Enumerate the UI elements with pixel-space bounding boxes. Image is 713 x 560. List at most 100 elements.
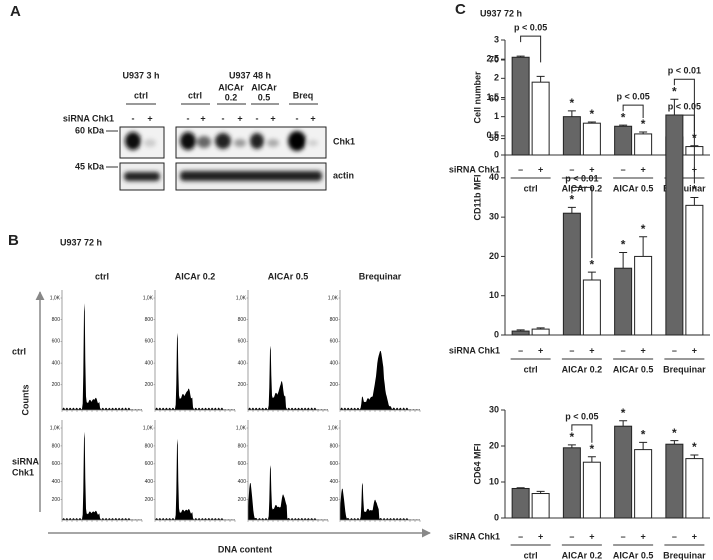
x-tick-label: AICAr 0.5 (613, 550, 654, 560)
histograms: ctrl AICAr 0.2 AICAr 0.5 Brequinar 1,0K 800 60… (50, 271, 421, 522)
bar (511, 330, 530, 336)
y-tick-label: 10 (489, 476, 499, 486)
blot-row-label: actin (333, 170, 354, 180)
p-bracket (673, 78, 695, 184)
bar (665, 443, 684, 519)
histogram-tick-label: 200 (52, 497, 61, 503)
bar (634, 255, 653, 336)
significance-star: * (621, 238, 626, 252)
error-bar (670, 440, 679, 445)
bar (685, 458, 704, 519)
histogram-tick-label: 200 (330, 497, 339, 503)
series-label: + (538, 345, 543, 355)
histogram-tick-label: 1,0K (143, 295, 154, 301)
y-tick-label: 30 (489, 212, 499, 222)
histogram-tick-label: 600 (330, 339, 339, 345)
y-tick-label: 1 (494, 111, 499, 121)
error-bar (690, 454, 699, 459)
histogram-tick-label: 800 (330, 317, 339, 323)
bar (511, 56, 530, 156)
histogram-tick-label: 600 (145, 461, 154, 467)
bar (531, 328, 550, 336)
lane-plus: + (310, 113, 315, 123)
series-label: – (672, 531, 677, 541)
blot-row-label: Chk1 (333, 136, 355, 146)
histogram-tick-label: 400 (52, 360, 61, 366)
series-label: + (692, 531, 697, 541)
column-label: Brequinar (359, 271, 402, 281)
x-tick-label: AICAr 0.5 (613, 183, 654, 193)
histogram-tick-label: 1,0K (50, 425, 61, 431)
blot (119, 126, 327, 191)
histogram-tick-label: 800 (52, 317, 61, 323)
histogram-tick-label: 800 (145, 317, 154, 323)
significance-star: * (570, 96, 575, 110)
significance-star: * (621, 110, 626, 124)
series-label: – (672, 345, 677, 355)
column-label: ctrl (95, 271, 109, 281)
lane-plus: + (270, 113, 275, 123)
bar (634, 133, 653, 156)
x-tick-label: Brequinar (663, 364, 706, 374)
error-bar (619, 124, 628, 127)
p-bracket (571, 186, 593, 259)
p-value: p < 0.05 (616, 91, 649, 101)
lane-plus: + (200, 113, 205, 123)
significance-star: * (621, 406, 626, 420)
series-label: – (569, 531, 574, 541)
lane-label: AICAr (251, 82, 277, 92)
error-bar (619, 420, 628, 427)
histogram-tick-label: 800 (238, 443, 247, 449)
y-tick-label: 10 (489, 290, 499, 300)
p-bracket (520, 35, 542, 63)
significance-star: * (570, 192, 575, 206)
x-tick-label: ctrl (524, 550, 538, 560)
lane-label: Breq (293, 90, 314, 100)
p-value: p < 0.01 (668, 66, 701, 76)
lane-plus: + (237, 113, 242, 123)
histogram-tick-label: 600 (52, 339, 61, 345)
error-bar (587, 121, 596, 124)
series-label: – (621, 345, 626, 355)
bar (562, 447, 581, 519)
error-bar (516, 329, 525, 332)
bar (562, 116, 581, 156)
axis-title: DNA content (218, 544, 272, 554)
bar (582, 279, 601, 336)
p-bracket (622, 104, 644, 118)
series-label: + (538, 164, 543, 174)
lane-minus: - (132, 113, 135, 123)
significance-star: * (672, 84, 677, 98)
series-label: – (518, 164, 523, 174)
error-bar (639, 441, 648, 450)
histogram (155, 438, 235, 520)
bar (614, 425, 633, 519)
blot-title: U937 48 h (229, 70, 271, 80)
lane-plus: + (147, 113, 152, 123)
lane-minus: - (256, 113, 259, 123)
lane-label: AICAr (218, 82, 244, 92)
histogram-tick-label: 600 (238, 461, 247, 467)
bar (531, 81, 550, 156)
bar (614, 267, 633, 336)
histogram-tick-label: 1,0K (50, 295, 61, 301)
error-bar (619, 252, 628, 269)
row-label: ctrl (12, 346, 26, 356)
y-tick-label: 40 (489, 172, 499, 182)
bar (582, 122, 601, 156)
series-label: – (518, 345, 523, 355)
significance-star: * (590, 257, 595, 271)
error-bar (516, 55, 525, 58)
lane-minus: - (296, 113, 299, 123)
row-label: Chk1 (12, 467, 34, 477)
significance-star: * (570, 430, 575, 444)
axis-title: Counts (20, 385, 30, 416)
histogram (248, 345, 328, 410)
x-tick-label: ctrl (524, 364, 538, 374)
histogram-tick-label: 400 (238, 360, 247, 366)
bar (614, 125, 633, 156)
series-label: + (640, 164, 645, 174)
lane-label: 0.2 (225, 92, 238, 102)
y-tick-label: 0 (494, 329, 499, 339)
panel-title: U937 72 h (60, 237, 102, 247)
